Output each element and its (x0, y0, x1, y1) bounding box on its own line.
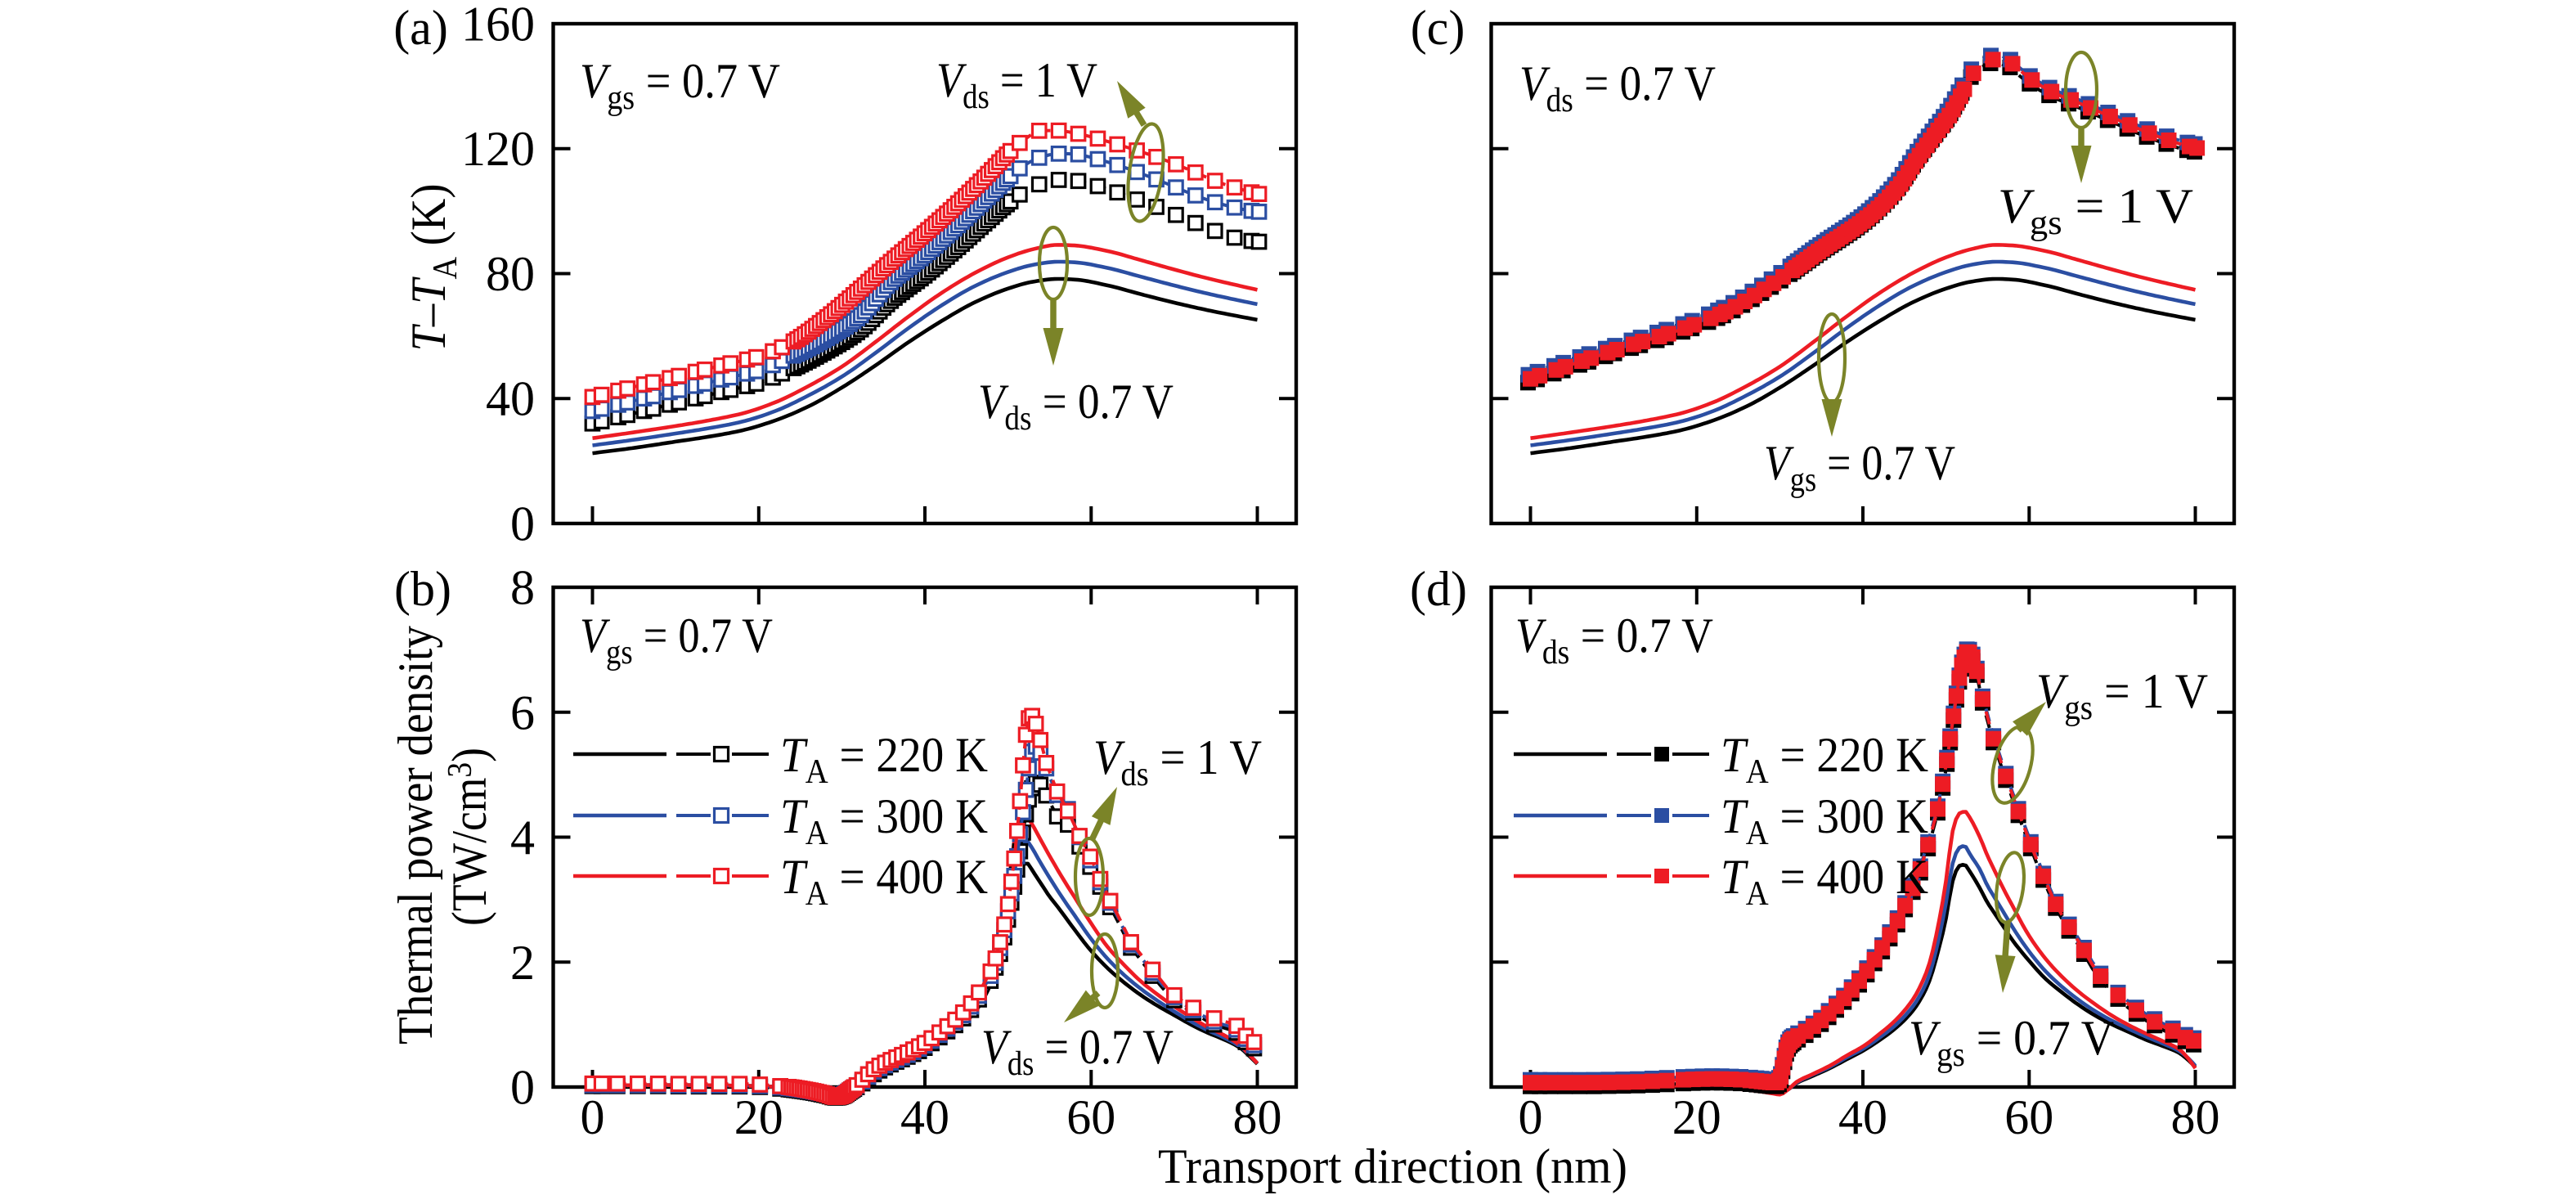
svg-text:2: 2 (510, 936, 535, 990)
svg-text:(d): (d) (1410, 562, 1467, 616)
svg-text:TA = 400 K: TA = 400 K (780, 850, 988, 913)
svg-text:6: 6 (510, 685, 535, 739)
svg-text:Vds = 0.7 V: Vds = 0.7 V (978, 375, 1174, 438)
svg-text:60: 60 (1066, 1090, 1115, 1144)
svg-text:60: 60 (2004, 1090, 2053, 1144)
svg-text:(c): (c) (1411, 1, 1465, 55)
svg-text:40: 40 (486, 372, 535, 426)
svg-text:80: 80 (1233, 1090, 1282, 1144)
svg-text:TA = 300 K: TA = 300 K (780, 789, 988, 852)
svg-text:TA = 300 K: TA = 300 K (1721, 789, 1928, 852)
svg-text:TA = 220 K: TA = 220 K (1721, 728, 1928, 791)
svg-text:Vds = 1 V: Vds = 1 V (1093, 730, 1262, 793)
svg-text:TA = 220 K: TA = 220 K (780, 728, 988, 791)
svg-text:120: 120 (461, 122, 535, 176)
svg-text:0: 0 (510, 1061, 535, 1115)
svg-text:Vds = 0.7 V: Vds = 0.7 V (981, 1020, 1174, 1083)
svg-text:Vgs = 0.7 V: Vgs = 0.7 V (580, 54, 780, 117)
svg-text:Vgs = 1 V: Vgs = 1 V (2036, 664, 2208, 727)
svg-text:40: 40 (900, 1090, 949, 1144)
svg-text:0: 0 (510, 497, 535, 551)
svg-text:40: 40 (1838, 1090, 1887, 1144)
svg-text:Vds = 1 V: Vds = 1 V (936, 53, 1097, 116)
svg-text:Transport direction (nm): Transport direction (nm) (1158, 1139, 1627, 1193)
svg-text:Vgs = 0.7 V: Vgs = 0.7 V (1909, 1011, 2114, 1074)
svg-text:TA = 400 K: TA = 400 K (1721, 850, 1928, 913)
svg-text:Vds = 0.7 V: Vds = 0.7 V (1515, 609, 1713, 672)
svg-text:0: 0 (1519, 1090, 1543, 1144)
svg-text:0: 0 (581, 1090, 605, 1144)
svg-text:Vds = 0.7 V: Vds = 0.7 V (1519, 56, 1716, 119)
svg-text:20: 20 (1672, 1090, 1721, 1144)
svg-text:Vgs = 0.7 V: Vgs = 0.7 V (1764, 436, 1955, 499)
svg-text:20: 20 (734, 1090, 783, 1144)
svg-text:Vgs = 1 V: Vgs = 1 V (1998, 179, 2193, 242)
svg-text:80: 80 (2171, 1090, 2220, 1144)
svg-text:4: 4 (510, 811, 535, 865)
svg-text:Vgs = 0.7 V: Vgs = 0.7 V (580, 609, 773, 672)
svg-text:160: 160 (461, 0, 535, 51)
svg-text:Thermal power density: Thermal power density (388, 626, 442, 1045)
svg-text:(b): (b) (394, 562, 451, 616)
svg-text:(a): (a) (393, 1, 448, 55)
svg-text:8: 8 (510, 561, 535, 615)
svg-text:80: 80 (486, 247, 535, 301)
